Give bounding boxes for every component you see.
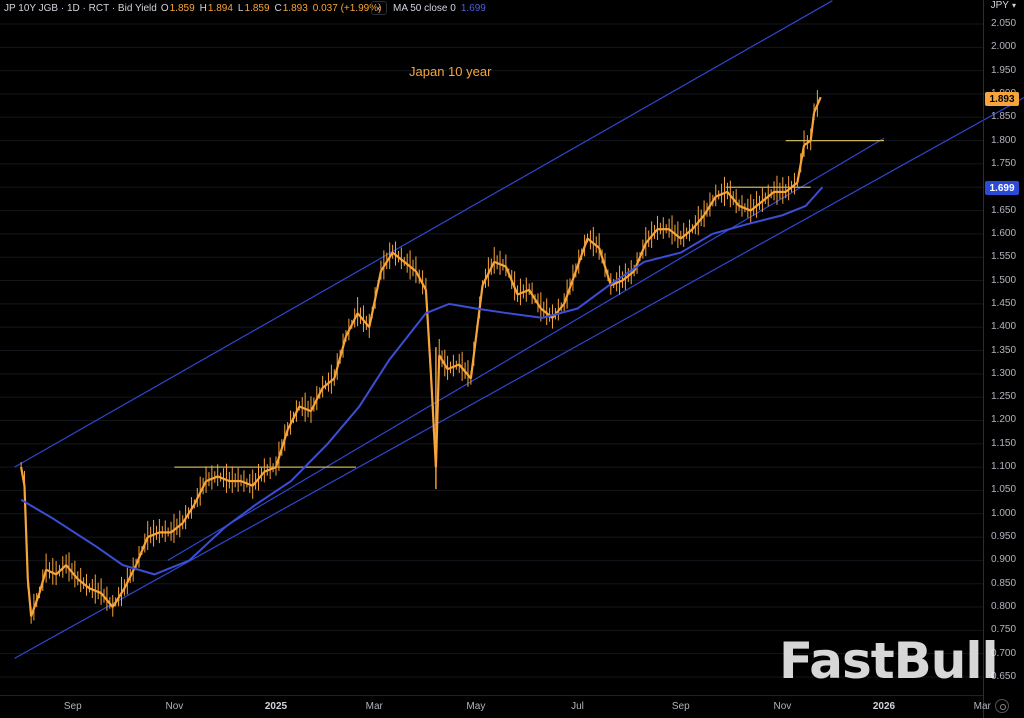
x-tick-label: Sep — [671, 701, 690, 712]
price-segment — [45, 568, 57, 576]
y-tick-label: 1.250 — [991, 391, 1017, 403]
open-value: 1.859 — [169, 2, 195, 14]
y-tick-label: 1.550 — [991, 251, 1017, 263]
x-tick-label: Jul — [571, 701, 584, 712]
support-trend-line — [167, 137, 885, 561]
change-value: 0.037 (+1.99%) — [312, 2, 382, 14]
close-value: 1.893 — [282, 2, 308, 14]
y-tick-label: 2.000 — [991, 41, 1017, 53]
y-tick-label: 1.500 — [991, 274, 1017, 286]
x-tick-label: 2026 — [872, 701, 896, 712]
price-axis-divider — [983, 0, 984, 718]
channel-lower-line — [14, 96, 1024, 659]
y-tick-label: 0.950 — [991, 531, 1017, 543]
x-tick-label: May — [466, 701, 486, 712]
currency-selector[interactable]: JPY ▾ — [991, 0, 1016, 11]
ma-value: 1.699 — [460, 2, 486, 14]
chevron-down-icon: ▾ — [1011, 1, 1016, 10]
x-tick-label: 2025 — [264, 701, 288, 712]
gear-icon[interactable] — [995, 699, 1009, 713]
x-tick-label: Mar — [365, 701, 383, 712]
price-segment — [55, 564, 67, 576]
y-tick-label: 2.050 — [991, 18, 1017, 29]
y-tick-label: 1.350 — [991, 344, 1017, 356]
y-tick-label: 1.650 — [991, 204, 1017, 216]
close-label: C — [274, 2, 282, 14]
y-tick-label: 1.100 — [991, 461, 1017, 473]
x-tick-label: Nov — [773, 701, 792, 712]
y-tick-label: 1.950 — [991, 64, 1017, 76]
ma-line — [20, 186, 824, 576]
channel-upper-line — [14, 0, 833, 468]
y-tick-label: 0.650 — [991, 671, 1017, 682]
price-segment — [414, 270, 427, 291]
y-tick-label: 0.900 — [991, 554, 1017, 566]
low-value: 1.859 — [244, 2, 270, 14]
open-label: O — [160, 2, 169, 14]
y-tick-label: 1.850 — [991, 111, 1017, 123]
chart-annotation: Japan 10 year — [409, 64, 492, 79]
price-segment — [20, 466, 26, 486]
y-tick-label: 0.750 — [991, 624, 1017, 636]
x-tick-label: Sep — [63, 701, 82, 712]
y-tick-label: 1.800 — [991, 134, 1017, 146]
high-label: H — [199, 2, 207, 14]
low-label: L — [237, 2, 244, 14]
price-segment — [26, 578, 33, 617]
time-axis-divider — [0, 695, 983, 696]
ma-price-badge: 1.699 — [985, 181, 1019, 195]
y-tick-label: 0.800 — [991, 601, 1017, 613]
y-tick-label: 1.750 — [991, 157, 1017, 169]
y-tick-label: 1.050 — [991, 484, 1017, 496]
x-tick-label: Nov — [165, 701, 184, 712]
y-tick-label: 0.700 — [991, 647, 1017, 659]
y-tick-label: 1.200 — [991, 414, 1017, 426]
price-segment — [438, 354, 449, 370]
symbol-label[interactable]: JP 10Y JGB · 1D · RCT · Bid Yield — [4, 2, 157, 14]
high-value: 1.894 — [207, 2, 233, 14]
ma-legend: ‹ MA 50 close 0 1.699 — [371, 0, 486, 16]
legend-header: JP 10Y JGB · 1D · RCT · Bid Yield O 1.859… — [4, 0, 386, 16]
y-tick-label: 0.850 — [991, 577, 1017, 589]
y-tick-label: 1.300 — [991, 367, 1017, 379]
y-tick-label: 1.450 — [991, 297, 1017, 309]
x-tick-label: Mar — [973, 701, 991, 712]
y-tick-label: 1.150 — [991, 437, 1017, 449]
fastbull-logo: FastBull — [779, 632, 999, 690]
y-tick-label: 1.000 — [991, 507, 1017, 519]
currency-label: JPY — [990, 0, 1009, 11]
chevron-left-icon[interactable]: ‹ — [371, 1, 387, 15]
price-segment — [30, 592, 41, 617]
y-tick-label: 1.600 — [991, 227, 1017, 239]
ma-label[interactable]: MA 50 close 0 — [393, 2, 456, 14]
y-tick-label: 1.400 — [991, 321, 1017, 333]
price-segment — [23, 485, 29, 580]
last-price-badge: 1.893 — [985, 92, 1019, 106]
price-segment — [809, 112, 816, 141]
